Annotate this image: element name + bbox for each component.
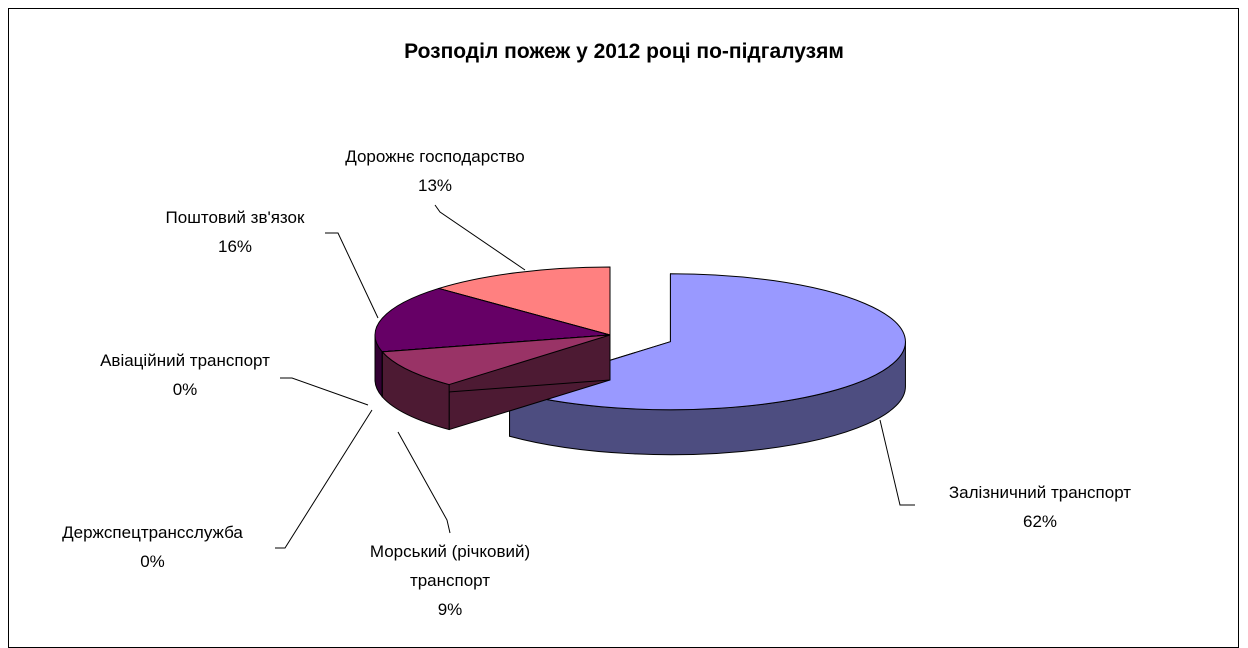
leader-line bbox=[280, 377, 369, 406]
data-label: Дорожнє господарство 13% bbox=[305, 142, 565, 200]
leader-line bbox=[275, 409, 373, 549]
category-label: Держспецтрансслужба bbox=[62, 523, 243, 542]
percent-label: 13% bbox=[417, 176, 453, 195]
category-label: Морський (річковий) транспорт bbox=[369, 542, 531, 590]
category-label: Дорожнє господарство bbox=[345, 147, 525, 166]
category-label: Поштовий зв'язок bbox=[165, 208, 305, 227]
data-label: Морський (річковий) транспорт 9% bbox=[345, 537, 555, 624]
data-label: Держспецтрансслужба 0% bbox=[20, 518, 285, 576]
percent-label: 9% bbox=[437, 600, 463, 619]
leader-line bbox=[397, 431, 451, 534]
slice bbox=[381, 334, 611, 386]
slice bbox=[374, 287, 611, 353]
chart-title: Розподіл пожеж у 2012 році по-підгалузям bbox=[404, 40, 844, 63]
leader-line bbox=[879, 419, 915, 506]
percent-label: 16% bbox=[217, 237, 253, 256]
percent-label: 0% bbox=[172, 380, 198, 399]
data-label: Авіаційний транспорт 0% bbox=[55, 346, 315, 404]
leader-line bbox=[325, 232, 379, 319]
category-label: Авіаційний транспорт bbox=[100, 351, 270, 370]
percent-label: 62% bbox=[1022, 512, 1058, 531]
data-label: Поштовий зв'язок 16% bbox=[115, 203, 355, 261]
slice bbox=[438, 266, 611, 336]
leader-line bbox=[434, 204, 526, 271]
data-label: Залізничний транспорт 62% bbox=[910, 478, 1170, 536]
category-label: Залізничний транспорт bbox=[948, 483, 1132, 502]
percent-label: 0% bbox=[140, 552, 165, 571]
